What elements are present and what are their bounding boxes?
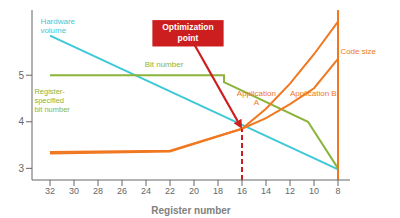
svg-text:Register-specifiedbit number: Register-specifiedbit number — [34, 87, 70, 114]
svg-text:Optimizationpoint: Optimizationpoint — [162, 22, 213, 42]
svg-text:Hardwarevolume: Hardwarevolume — [40, 17, 75, 36]
svg-text:4: 4 — [18, 116, 24, 127]
svg-text:Application B: Application B — [290, 89, 337, 98]
svg-text:16: 16 — [237, 186, 247, 196]
svg-text:32: 32 — [45, 186, 55, 196]
svg-text:20: 20 — [189, 186, 199, 196]
svg-text:5: 5 — [18, 70, 24, 81]
svg-text:28: 28 — [93, 186, 103, 196]
svg-text:Register number: Register number — [151, 205, 231, 216]
svg-text:12: 12 — [285, 186, 295, 196]
svg-text:ApplicationA: ApplicationA — [237, 89, 276, 108]
svg-text:30: 30 — [69, 186, 79, 196]
svg-text:22: 22 — [165, 186, 175, 196]
svg-text:Code size: Code size — [340, 47, 376, 56]
svg-text:24: 24 — [141, 186, 151, 196]
svg-text:14: 14 — [261, 186, 271, 196]
svg-text:18: 18 — [213, 186, 223, 196]
svg-text:Bit number: Bit number — [145, 60, 184, 69]
svg-text:3: 3 — [18, 163, 24, 174]
svg-text:10: 10 — [309, 186, 319, 196]
svg-text:8: 8 — [335, 186, 340, 196]
svg-text:26: 26 — [117, 186, 127, 196]
